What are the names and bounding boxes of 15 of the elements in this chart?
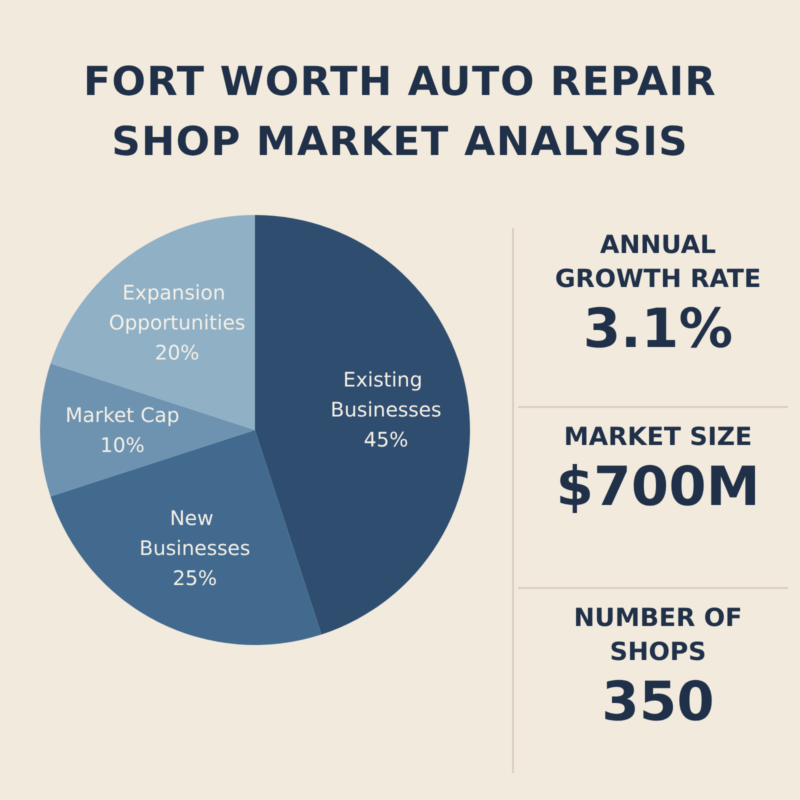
chart-title: FORT WORTH AUTO REPAIR SHOP MARKET ANALYSIS [82, 58, 718, 167]
data-label: 25% [172, 566, 218, 590]
data-label: 10% [100, 433, 145, 457]
slice-label: New Businesses [139, 506, 250, 560]
text: NUMBER OF SHOPS [572, 602, 744, 668]
slice-label: Market Cap [65, 403, 180, 427]
slice-label: Existing Businesses [330, 367, 442, 422]
data-label: 20% [154, 340, 200, 365]
text: $700M [554, 454, 762, 520]
text: MARKET SIZE [562, 420, 754, 453]
slice-label: Expansion Opportunities [108, 280, 246, 335]
text: ANNUAL GROWTH RATE [554, 229, 762, 295]
text: 350 [600, 669, 716, 736]
text: 3.1% [582, 296, 734, 362]
data-label: 45% [364, 427, 408, 452]
